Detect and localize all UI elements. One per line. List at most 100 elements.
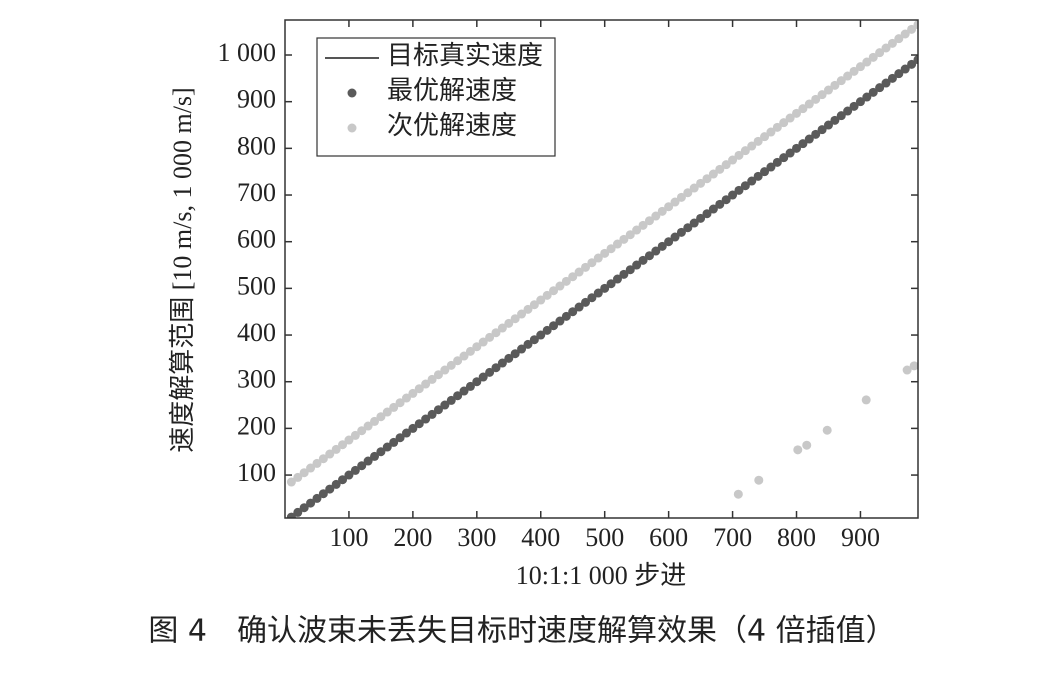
speed-point xyxy=(440,365,450,375)
speed-point xyxy=(651,246,661,256)
speed-point xyxy=(632,260,642,270)
speed-point xyxy=(382,407,392,417)
y-tick-label: 300 xyxy=(237,365,276,394)
speed-point xyxy=(670,197,680,207)
speed-point xyxy=(453,356,463,366)
speed-point xyxy=(740,146,750,156)
speed-point xyxy=(772,157,782,167)
speed-point xyxy=(644,251,654,261)
speed-point xyxy=(306,463,316,473)
speed-point xyxy=(632,225,642,235)
speed-point xyxy=(357,461,367,471)
speed-point xyxy=(728,155,738,165)
speed-point xyxy=(862,57,872,67)
speed-point xyxy=(822,425,832,435)
speed-point xyxy=(568,307,578,317)
speed-point xyxy=(408,388,418,398)
speed-point xyxy=(389,437,399,447)
speed-point xyxy=(529,335,539,345)
speed-point xyxy=(689,183,699,193)
speed-point xyxy=(561,311,571,321)
y-tick-label: 400 xyxy=(237,318,276,347)
x-tick-label: 600 xyxy=(649,523,688,552)
legend-dot xyxy=(347,123,357,133)
speed-point xyxy=(421,414,431,424)
speed-point xyxy=(772,122,782,132)
speed-point xyxy=(517,309,527,319)
speed-point xyxy=(747,176,757,186)
legend-label: 最优解速度 xyxy=(387,76,517,105)
speed-point xyxy=(817,125,827,135)
speed-point xyxy=(855,97,865,107)
speed-point xyxy=(798,104,808,114)
speed-point xyxy=(421,379,431,389)
speed-point xyxy=(542,325,552,335)
speed-point xyxy=(798,139,808,149)
speed-point xyxy=(811,129,821,139)
speed-point xyxy=(676,192,686,202)
speed-point xyxy=(395,398,405,408)
legend-dot xyxy=(347,88,357,98)
x-tick-label: 200 xyxy=(393,523,432,552)
speed-point xyxy=(909,361,918,371)
speed-point xyxy=(792,143,802,153)
speed-point xyxy=(657,241,667,251)
speed-point xyxy=(793,445,803,455)
speed-point xyxy=(491,328,501,338)
speed-point xyxy=(549,286,559,296)
y-axis-label: 速度解算范围 [10 m/s, 1 000 m/s] xyxy=(168,87,197,452)
speed-point xyxy=(459,351,469,361)
speed-point xyxy=(472,377,482,387)
speed-point xyxy=(862,92,872,102)
speed-point xyxy=(497,323,507,333)
speed-point xyxy=(382,442,392,452)
speed-point xyxy=(612,274,622,284)
speed-point xyxy=(664,237,674,247)
speed-point xyxy=(740,181,750,191)
figure-caption: 图 4 确认波束未丢失目标时速度解算效果（4 倍插值） xyxy=(148,614,895,649)
speed-point xyxy=(606,244,616,254)
speed-point xyxy=(478,337,488,347)
speed-point xyxy=(293,507,303,517)
speed-point xyxy=(754,475,764,485)
x-tick-label: 300 xyxy=(457,523,496,552)
y-tick-label: 1 000 xyxy=(218,38,277,67)
speed-point xyxy=(561,276,571,286)
speed-point xyxy=(574,302,584,312)
speed-point xyxy=(433,370,443,380)
speed-point xyxy=(855,62,865,72)
speed-point xyxy=(817,90,827,100)
speed-point xyxy=(523,304,533,314)
speed-point xyxy=(849,101,859,111)
speed-point xyxy=(766,162,776,172)
plot-frame xyxy=(284,19,919,519)
x-tick-label: 100 xyxy=(329,523,368,552)
speed-point xyxy=(536,295,546,305)
speed-point xyxy=(331,479,341,489)
speed-point xyxy=(606,279,616,289)
speed-point xyxy=(318,489,328,499)
speed-point xyxy=(920,16,929,25)
speed-point xyxy=(453,391,463,401)
speed-point xyxy=(427,409,437,419)
speed-point xyxy=(753,171,763,181)
speed-point xyxy=(657,206,667,216)
speed-point xyxy=(766,127,776,137)
speed-point xyxy=(881,78,891,88)
speed-point xyxy=(389,402,399,412)
speed-point xyxy=(504,353,514,363)
speed-point xyxy=(472,342,482,352)
speed-point xyxy=(881,43,891,53)
speed-point xyxy=(894,69,904,79)
speed-point xyxy=(440,400,450,410)
speed-point xyxy=(823,85,833,95)
x-tick-label: 900 xyxy=(841,523,880,552)
speed-point xyxy=(792,108,802,118)
legend-label: 目标真实速度 xyxy=(387,41,543,70)
speed-point xyxy=(581,297,591,307)
speed-point xyxy=(331,444,341,454)
speed-point xyxy=(293,472,303,482)
speed-point xyxy=(708,204,718,214)
speed-point xyxy=(804,134,814,144)
